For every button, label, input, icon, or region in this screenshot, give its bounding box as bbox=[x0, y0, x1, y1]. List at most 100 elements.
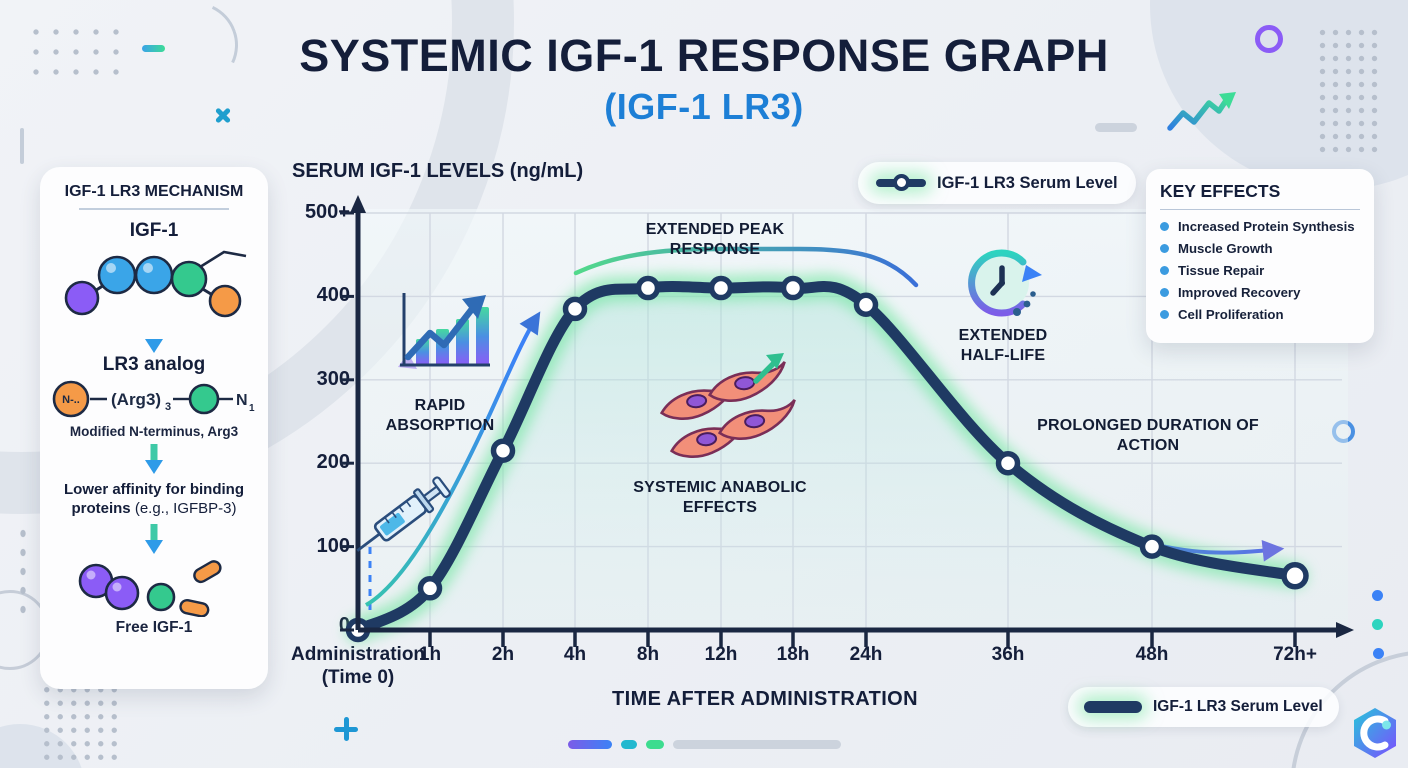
data-point-marker bbox=[1139, 534, 1165, 559]
data-point-marker bbox=[708, 275, 734, 301]
affinity-note-text: (e.g., IGFBP-3) bbox=[130, 499, 237, 517]
lr3-analog-label: LR3 analog bbox=[102, 354, 206, 375]
data-point-marker bbox=[780, 275, 806, 301]
data-point-marker bbox=[562, 296, 588, 322]
key-effects-divider bbox=[1160, 209, 1360, 210]
growth-arrow-icon bbox=[753, 353, 784, 384]
y-axis-ticks bbox=[340, 211, 354, 632]
igf1-label: IGF-1 bbox=[129, 220, 179, 241]
decor-dots-bottom-left bbox=[40, 683, 122, 761]
decor-dot-blue-1 bbox=[1372, 590, 1383, 601]
clock-half-life-icon bbox=[968, 249, 1042, 317]
key-effects-panel: KEY EFFECTS Increased Protein Synthesis … bbox=[1146, 169, 1374, 343]
key-effect-item: Muscle Growth bbox=[1160, 241, 1360, 256]
down-arrow-icon bbox=[145, 523, 163, 554]
data-point-marker bbox=[490, 438, 516, 463]
modified-note: Modified N-terminus, Arg3 bbox=[69, 424, 239, 439]
decor-progress-purple bbox=[568, 740, 612, 749]
y-tick-0: 0 bbox=[338, 614, 350, 636]
annotation-systemic-anabolic: SYSTEMIC ANABOLIC EFFECTS bbox=[633, 479, 807, 517]
x-tick-4h: 4h bbox=[563, 644, 587, 665]
bullet-icon bbox=[1160, 266, 1169, 275]
decor-dots-top-left bbox=[26, 22, 124, 82]
mechanism-panel: IGF-1 LR3 MECHANISM IGF-1 LR3 analog N-.… bbox=[40, 167, 268, 689]
free-igf1-shapes-icon bbox=[78, 559, 222, 617]
peak-bracket-curve bbox=[573, 246, 919, 288]
annotation-rapid-absorption: RAPID ABSORPTION bbox=[385, 397, 495, 435]
key-effect-label: Cell Proliferation bbox=[1178, 307, 1284, 322]
key-effect-label: Tissue Repair bbox=[1178, 263, 1265, 278]
y-tick-200: 200 bbox=[316, 451, 350, 473]
annotation-prolonged-duration: PROLONGED DURATION OF ACTION bbox=[1037, 417, 1259, 455]
key-effect-item: Improved Recovery bbox=[1160, 285, 1360, 300]
x-tick-8h: 8h bbox=[636, 644, 660, 665]
legend-bottom: IGF-1 LR3 Serum Level bbox=[1068, 687, 1339, 727]
igf1-molecule-icon bbox=[64, 250, 247, 318]
decor-dot-teal bbox=[1372, 619, 1383, 630]
y-tick-300: 300 bbox=[316, 368, 350, 390]
page-subtitle: (IGF-1 LR3) bbox=[604, 86, 804, 127]
serum-curve-area bbox=[358, 286, 1295, 630]
x-tick-48h: 48h bbox=[1135, 644, 1169, 665]
syringe-icon bbox=[356, 476, 451, 552]
data-point-marker bbox=[635, 275, 661, 301]
mechanism-divider bbox=[79, 208, 229, 210]
x-tick-administration-line2: (Time 0) bbox=[321, 666, 395, 688]
key-effect-label: Muscle Growth bbox=[1178, 241, 1273, 256]
data-point-marker bbox=[1281, 562, 1309, 590]
bullet-icon bbox=[1160, 310, 1169, 319]
free-igf1-label: Free IGF-1 bbox=[115, 618, 193, 636]
key-effect-item: Tissue Repair bbox=[1160, 263, 1360, 278]
page-title: SYSTEMIC IGF-1 RESPONSE GRAPH bbox=[299, 30, 1109, 81]
legend-bar-marker-icon bbox=[1084, 701, 1142, 713]
x-tick-1h: 1h bbox=[418, 644, 442, 665]
decor-dots-left-column bbox=[16, 524, 30, 616]
x-axis-ticks bbox=[428, 632, 1297, 647]
trend-zigzag-icon bbox=[1167, 92, 1236, 131]
data-point-markers bbox=[345, 275, 1309, 643]
y-axis-title: SERUM IGF-1 LEVELS (ng/mL) bbox=[292, 160, 584, 182]
decor-progress-track bbox=[673, 740, 841, 749]
annotation-extended-half-life: EXTENDED HALF-LIFE bbox=[958, 327, 1048, 365]
legend-top-label: IGF-1 LR3 Serum Level bbox=[937, 173, 1118, 192]
data-point-marker bbox=[853, 292, 879, 317]
x-tick-36h: 36h bbox=[991, 644, 1025, 665]
decor-progress-green bbox=[646, 740, 664, 749]
data-point-marker bbox=[995, 450, 1021, 476]
key-effect-label: Increased Protein Synthesis bbox=[1178, 219, 1355, 234]
plus-icon bbox=[334, 717, 358, 741]
x-tick-24h: 24h bbox=[849, 644, 883, 665]
brand-hex-logo-icon bbox=[1354, 708, 1396, 758]
x-tick-12h: 12h bbox=[704, 644, 738, 665]
down-arrow-icon bbox=[145, 444, 163, 474]
n1-label: N bbox=[236, 392, 248, 409]
n1-subscript: 1 bbox=[249, 403, 255, 414]
x-axis-arrowhead bbox=[1336, 622, 1354, 638]
legend-line-marker-icon bbox=[876, 174, 926, 191]
decor-dash-teal bbox=[142, 45, 165, 52]
decor-line-top-left bbox=[20, 128, 24, 164]
legend-bottom-label: IGF-1 LR3 Serum Level bbox=[1153, 698, 1323, 715]
x-tick-2h: 2h bbox=[491, 644, 515, 665]
arg3-subscript: 3 bbox=[165, 401, 171, 413]
data-point-marker bbox=[417, 576, 443, 601]
y-tick-100: 100 bbox=[316, 535, 350, 557]
y-tick-400: 400 bbox=[316, 284, 350, 306]
decor-dots-top-right bbox=[1316, 26, 1382, 154]
decor-ring-purple bbox=[1255, 25, 1283, 53]
x-tick-administration-line1: Administration bbox=[290, 644, 426, 665]
down-arrow-icon bbox=[145, 323, 163, 353]
key-effects-title: KEY EFFECTS bbox=[1160, 181, 1281, 201]
bullet-icon bbox=[1160, 222, 1169, 231]
affinity-text: Lower affinity for binding proteins (e.g… bbox=[52, 481, 256, 519]
decor-dash-gray bbox=[1095, 123, 1137, 132]
x-tick-administration: Administration (Time 0) bbox=[283, 644, 433, 690]
affinity-bold-text: Lower affinity for binding proteins bbox=[64, 481, 244, 517]
bullet-icon bbox=[1160, 288, 1169, 297]
key-effect-item: Cell Proliferation bbox=[1160, 307, 1360, 322]
growth-chart-icon bbox=[398, 293, 490, 369]
x-tick-72h: 72h+ bbox=[1273, 644, 1317, 665]
x-axis-title: TIME AFTER ADMINISTRATION bbox=[612, 688, 918, 710]
key-effect-label: Improved Recovery bbox=[1178, 285, 1301, 300]
